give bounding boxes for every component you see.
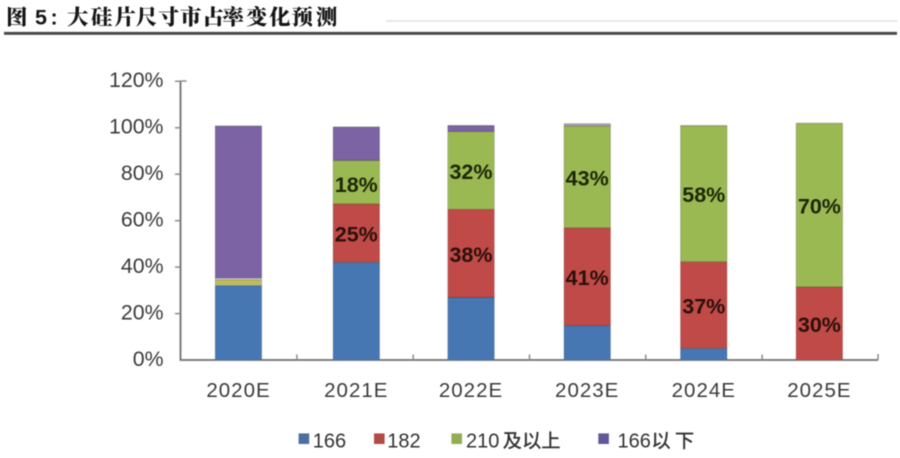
svg-text:100%: 100%: [109, 115, 164, 139]
svg-text:120%: 120%: [109, 68, 164, 92]
svg-text:166: 166: [313, 430, 346, 452]
svg-text:43%: 43%: [566, 166, 609, 190]
svg-text:182: 182: [387, 430, 420, 452]
svg-text:58%: 58%: [682, 183, 725, 207]
svg-text:37%: 37%: [682, 294, 725, 318]
svg-text:5: 5: [35, 6, 47, 30]
svg-text:2023E: 2023E: [555, 379, 619, 402]
svg-text:2021E: 2021E: [324, 379, 388, 402]
svg-text::: :: [51, 6, 58, 30]
svg-text:166: 166: [618, 430, 651, 452]
svg-text:38%: 38%: [449, 243, 492, 267]
svg-text:40%: 40%: [121, 254, 164, 278]
svg-text:32%: 32%: [449, 160, 492, 184]
svg-text:60%: 60%: [121, 208, 164, 232]
svg-text:0%: 0%: [133, 347, 164, 371]
svg-text:80%: 80%: [121, 161, 164, 185]
svg-text:30%: 30%: [798, 313, 841, 337]
svg-text:41%: 41%: [566, 266, 609, 290]
svg-text:2022E: 2022E: [439, 379, 503, 402]
svg-text:2025E: 2025E: [787, 379, 851, 402]
svg-text:2020E: 2020E: [206, 379, 270, 402]
svg-text:18%: 18%: [335, 173, 378, 197]
svg-text:2024E: 2024E: [672, 379, 736, 402]
svg-text:210: 210: [466, 430, 499, 452]
svg-text:20%: 20%: [121, 300, 164, 324]
svg-text:25%: 25%: [335, 222, 378, 246]
svg-text:70%: 70%: [798, 195, 841, 219]
